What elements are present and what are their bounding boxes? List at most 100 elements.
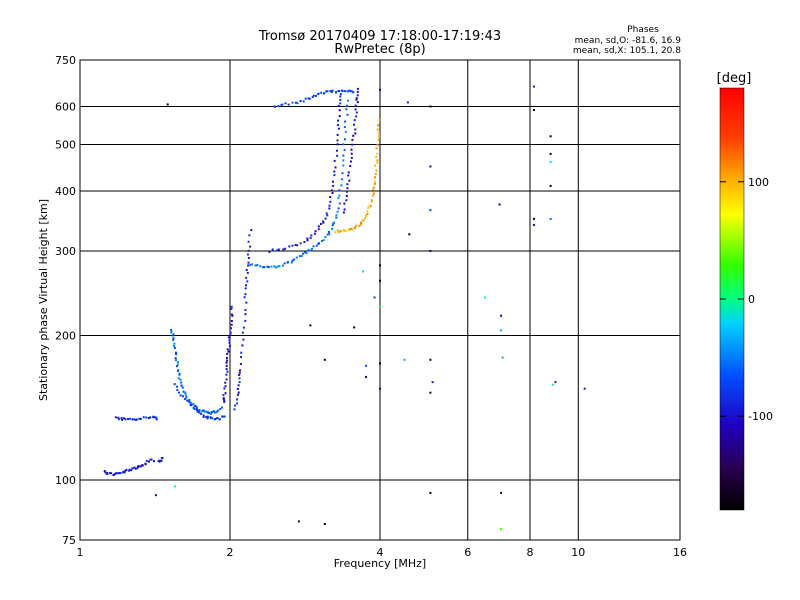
data-point-s11-41 xyxy=(297,520,300,523)
data-point-s7-5 xyxy=(284,247,287,250)
data-point-s8-6 xyxy=(346,187,349,190)
data-point-s0-29 xyxy=(139,465,142,468)
data-point-s3-14 xyxy=(196,410,199,413)
data-point-s11-4 xyxy=(429,209,432,212)
data-point-s0-36 xyxy=(149,458,152,461)
data-point-s2-59 xyxy=(219,408,222,410)
data-point-s11-28 xyxy=(549,152,552,155)
data-point-s8-28 xyxy=(355,98,358,101)
data-point-s6-14 xyxy=(282,264,284,267)
data-point-s10-40 xyxy=(374,164,377,167)
data-point-s6-47 xyxy=(336,210,339,213)
data-point-s7-33 xyxy=(331,180,334,183)
data-point-s11-9 xyxy=(362,270,365,273)
data-point-s2-20 xyxy=(178,374,181,377)
data-point-s0-35 xyxy=(148,460,150,463)
data-point-s5-29 xyxy=(245,276,248,279)
data-point-s10-38 xyxy=(374,173,377,175)
data-point-s8-19 xyxy=(354,132,357,135)
data-point-s7-6 xyxy=(288,245,291,248)
data-point-s5-25 xyxy=(244,293,247,296)
data-point-s4-30 xyxy=(230,313,233,316)
data-point-s3-7 xyxy=(186,399,189,402)
data-point-s7-47 xyxy=(338,109,341,112)
chart-title: Tromsø 20170409 17:18:00-17:19:43 xyxy=(258,29,501,44)
data-point-s11-6 xyxy=(429,250,432,252)
data-point-s5-34 xyxy=(247,257,250,259)
data-point-s0-13 xyxy=(119,472,122,474)
data-point-s7-50 xyxy=(339,98,342,101)
data-point-s4-10 xyxy=(225,373,228,376)
data-point-s5-22 xyxy=(244,309,247,311)
data-point-s4-5 xyxy=(224,392,227,395)
data-point-s4-32 xyxy=(230,305,233,308)
data-point-s3-1 xyxy=(176,385,178,388)
data-point-s1-0 xyxy=(114,416,117,419)
x-axis-label: Frequency [MHz] xyxy=(334,557,426,570)
data-point-s6-46 xyxy=(335,214,338,217)
data-point-s6-55 xyxy=(341,172,344,175)
data-point-s2-2 xyxy=(170,331,173,334)
data-point-s6-37 xyxy=(326,233,329,236)
data-point-s2-7 xyxy=(173,342,176,345)
data-point-s1-9 xyxy=(131,418,134,421)
data-point-s0-10 xyxy=(115,472,118,475)
data-point-s5-17 xyxy=(242,338,245,341)
data-point-s6-13 xyxy=(278,265,281,268)
data-point-s3-18 xyxy=(202,415,205,418)
data-point-s0-18 xyxy=(125,468,128,471)
y-tick-label-5: 500 xyxy=(55,139,76,152)
data-point-s11-20 xyxy=(501,356,504,359)
data-point-s2-23 xyxy=(180,381,183,384)
data-point-s11-22 xyxy=(500,314,503,317)
data-point-s7-18 xyxy=(317,228,320,231)
data-point-s7-24 xyxy=(326,214,329,217)
data-point-s5-36 xyxy=(247,249,250,252)
data-point-s6-3 xyxy=(256,264,259,267)
data-point-s5-31 xyxy=(245,269,248,271)
data-point-s7-48 xyxy=(337,105,340,107)
data-point-s2-27 xyxy=(182,390,185,393)
data-point-s5-28 xyxy=(246,280,249,283)
data-point-s9-26 xyxy=(330,91,333,94)
data-point-s5-38 xyxy=(247,240,250,243)
data-point-s8-11 xyxy=(349,165,352,167)
data-point-s8-17 xyxy=(351,138,354,141)
data-point-s7-46 xyxy=(338,115,341,118)
data-point-s0-6 xyxy=(110,472,113,475)
data-point-s2-33 xyxy=(188,398,191,401)
data-point-s6-25 xyxy=(304,251,307,254)
data-point-s6-24 xyxy=(302,252,305,255)
data-point-s8-22 xyxy=(353,119,356,122)
data-point-s10-18 xyxy=(360,222,363,225)
data-point-s7-0 xyxy=(268,250,271,253)
data-point-s2-10 xyxy=(175,351,177,354)
data-point-s11-31 xyxy=(533,217,535,220)
data-point-s7-12 xyxy=(306,239,309,242)
data-point-s11-35 xyxy=(554,381,557,384)
data-point-s9-11 xyxy=(302,100,305,103)
data-point-s8-1 xyxy=(343,208,346,211)
data-point-s7-9 xyxy=(296,244,299,247)
data-point-s10-10 xyxy=(349,228,352,230)
data-point-s11-7 xyxy=(379,264,381,267)
data-point-s10-1 xyxy=(336,229,339,232)
data-point-s8-0 xyxy=(342,211,345,214)
data-point-s11-11 xyxy=(379,305,381,308)
data-point-s3-16 xyxy=(200,412,203,415)
data-point-s2-16 xyxy=(176,365,178,368)
data-point-s4-18 xyxy=(227,350,230,353)
data-point-s5-3 xyxy=(236,398,238,401)
data-point-s10-22 xyxy=(365,214,367,217)
data-point-s5-18 xyxy=(241,331,244,334)
data-point-s6-41 xyxy=(331,227,333,230)
data-point-s8-15 xyxy=(350,148,353,151)
data-point-s6-49 xyxy=(338,202,341,205)
data-point-s7-44 xyxy=(337,124,339,126)
data-point-s9-10 xyxy=(299,100,302,102)
data-point-s7-43 xyxy=(338,127,340,130)
data-point-s5-30 xyxy=(246,271,249,274)
data-point-s6-15 xyxy=(283,262,286,265)
data-point-s11-45 xyxy=(323,358,326,361)
data-point-s10-44 xyxy=(376,152,379,155)
